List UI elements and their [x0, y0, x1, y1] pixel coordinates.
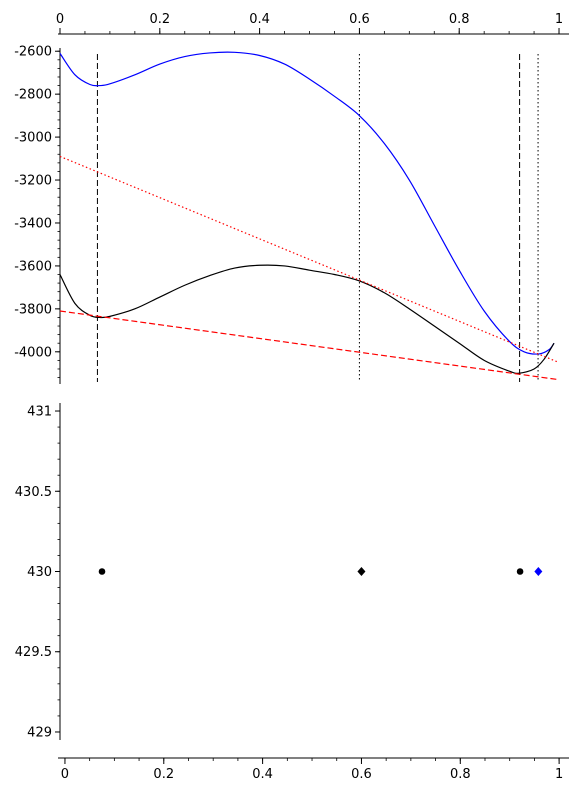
bottom-x-tick-label: 0.2 — [153, 767, 174, 782]
scatter-point-circle — [516, 568, 524, 575]
series-line-2 — [59, 264, 555, 374]
top-line-chart: 0 0.2 0.4 0.6 0.8 1 -2600 -2800 -3000 -3200 -3400 -… — [14, 12, 569, 384]
top-x-tick-label: 0.6 — [349, 12, 370, 27]
series-line-1 — [59, 51, 555, 355]
series-line-4 — [59, 155, 560, 364]
bottom-scatter-chart: 0 0.2 0.4 0.6 0.8 1 431 430.5 430 429.5 429 — [15, 403, 569, 782]
top-y-tick-label: -3800 — [14, 302, 52, 317]
bottom-y-tick-label: 429 — [27, 725, 52, 740]
bottom-x-tick-label: 0 — [61, 767, 69, 782]
scatter-point-circle — [98, 568, 106, 575]
bottom-y-tick-label: 429.5 — [15, 645, 52, 660]
bottom-y-tick-label: 431 — [27, 405, 52, 420]
scatter-point-diamond — [534, 567, 543, 576]
top-y-tick-label: -3200 — [14, 174, 52, 189]
bottom-x-tick-label: 0.4 — [252, 767, 273, 782]
scatter-point-diamond — [357, 567, 366, 576]
top-y-tick-label: -3600 — [14, 259, 52, 274]
top-x-tick-label: 0.8 — [449, 12, 470, 27]
bottom-x-tick-label: 0.8 — [450, 767, 471, 782]
top-y-tick-label: -2800 — [14, 88, 52, 103]
top-x-tick-label: 0.4 — [249, 12, 270, 27]
top-y-tick-label: -4000 — [14, 345, 52, 360]
series-line-3 — [59, 310, 560, 381]
bottom-y-tick-label: 430.5 — [15, 485, 52, 500]
bottom-x-tick-label: 0.6 — [351, 767, 372, 782]
top-x-tick-label: 1 — [555, 12, 563, 27]
bottom-x-tick-label: 1 — [555, 767, 563, 782]
top-x-tick-label: 0 — [56, 12, 64, 27]
top-y-tick-label: -3000 — [14, 131, 52, 146]
top-y-tick-label: -3400 — [14, 216, 52, 231]
top-y-tick-label: -2600 — [14, 45, 52, 60]
bottom-y-tick-label: 430 — [27, 565, 52, 580]
top-x-tick-label: 0.2 — [149, 12, 170, 27]
